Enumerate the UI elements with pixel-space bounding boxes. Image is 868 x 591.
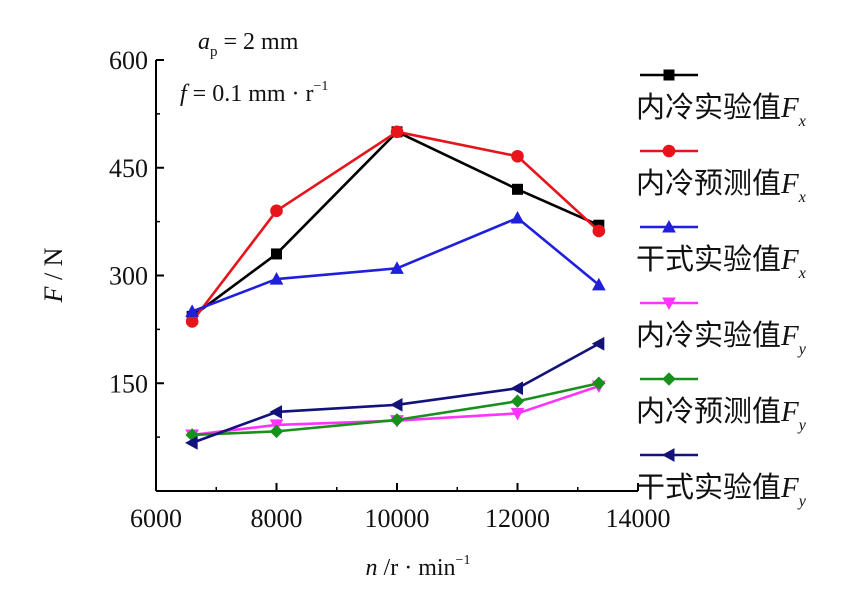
data-point [271, 248, 282, 260]
data-point [510, 407, 525, 421]
cutting-depth-annotation: ap = 2 mm [198, 29, 299, 60]
cutting-depth-symbol: a [198, 29, 210, 55]
legend-label: 内冷实验值Fx [636, 91, 806, 130]
series-6 [185, 336, 605, 450]
legend-subscript: x [798, 113, 806, 130]
y-tick-label: 300 [109, 262, 148, 291]
x-tick-label: 12000 [485, 504, 550, 533]
legend-name: 内冷实验值 [636, 319, 781, 352]
x-tick-label: 14000 [606, 504, 671, 533]
data-point [510, 381, 523, 396]
legend-name: 干式实验值 [636, 471, 781, 504]
legend-name: 干式实验值 [636, 243, 781, 276]
series-5 [185, 376, 606, 442]
legend-variable: F [780, 396, 799, 428]
series-3 [185, 210, 606, 317]
series-1 [186, 126, 605, 322]
data-point [269, 424, 284, 439]
legend-swatch-marker [662, 144, 676, 158]
legend-variable: F [780, 244, 799, 276]
data-point [510, 210, 525, 224]
data-point [591, 277, 606, 291]
legend-variable: F [780, 92, 799, 124]
data-point [510, 394, 525, 408]
legend-swatch-marker [662, 297, 676, 311]
x-tick-label: 6000 [130, 504, 182, 533]
y-tick-label: 450 [109, 154, 148, 183]
feed-rate-annotation: f = 0.1 mm · r−1 [180, 79, 328, 107]
data-point [185, 315, 199, 328]
legend-subscript: y [797, 493, 807, 510]
x-tick-label: 10000 [365, 504, 430, 533]
data-point [591, 336, 605, 351]
legend-swatch-marker [662, 372, 676, 386]
x-axis-symbol: n [366, 555, 378, 581]
data-point [592, 376, 606, 390]
x-axis-title: n /r · min−1 [366, 553, 471, 581]
data-point [389, 397, 403, 412]
feed-rate-superscript: −1 [314, 79, 329, 94]
legend-label: 干式实验值Fx [636, 243, 806, 282]
cutting-depth-value: = 2 mm [218, 29, 299, 55]
data-point [269, 405, 282, 419]
series-line [191, 130, 600, 323]
legend-entry: 内冷预测值Fy [636, 372, 807, 434]
legend-variable: F [780, 168, 799, 200]
legend-entry: 干式实验值Fy [636, 448, 807, 510]
legend-entry: 内冷实验值Fy [636, 297, 807, 358]
data-point [592, 224, 606, 238]
y-tick-label: 600 [109, 46, 148, 75]
legend-name: 内冷实验值 [636, 91, 781, 124]
legend-variable: F [780, 472, 799, 504]
legend-subscript: y [797, 341, 807, 358]
y-axis-symbol: F [39, 285, 68, 303]
legend-label: 干式实验值Fy [636, 471, 807, 510]
axes: 150 300 450 600 6000 8000 10000 12000 14000 [109, 46, 671, 533]
y-axis-title: F / N [39, 247, 68, 303]
data-point [270, 204, 283, 218]
data-point [390, 413, 404, 427]
legend-entry: 内冷预测值Fx [636, 144, 806, 206]
feed-rate-value: = 0.1 mm · r [187, 81, 314, 107]
data-point [185, 436, 198, 450]
legend-label: 内冷预测值Fx [636, 167, 806, 206]
series-layer [185, 125, 606, 450]
legend-label: 内冷实验值Fy [636, 319, 807, 358]
legend-swatch-marker [661, 448, 675, 462]
x-tick-label: 8000 [251, 504, 303, 533]
x-axis-superscript: −1 [456, 553, 471, 568]
legend-name: 内冷预测值 [636, 395, 781, 428]
legend-subscript: y [797, 417, 807, 434]
legend-swatch-marker [662, 219, 676, 233]
legend-label: 内冷预测值Fy [636, 395, 807, 434]
data-point [269, 272, 284, 285]
legend-subscript: x [798, 189, 806, 206]
feed-rate-symbol: f [180, 81, 190, 107]
legend-entry: 内冷实验值Fx [636, 69, 806, 130]
series-2 [185, 125, 606, 328]
y-tick-label: 150 [109, 369, 148, 398]
legend-swatch-marker [663, 69, 675, 81]
cutting-depth-subscript: p [210, 44, 218, 60]
data-point [185, 304, 199, 317]
legend-entry: 干式实验值Fx [636, 219, 806, 282]
legend-subscript: x [798, 265, 806, 282]
legend: 内冷实验值Fx内冷预测值Fx干式实验值Fx内冷实验值Fy内冷预测值Fy干式实验值… [636, 69, 807, 510]
y-axis-unit: / N [39, 247, 68, 286]
data-point [390, 261, 404, 274]
data-point [512, 183, 523, 195]
legend-variable: F [780, 320, 799, 352]
x-axis-unit: /r · min [378, 555, 456, 581]
data-point [511, 149, 524, 163]
series-line [191, 384, 600, 437]
legend-name: 内冷预测值 [636, 167, 781, 200]
data-point [390, 125, 404, 139]
